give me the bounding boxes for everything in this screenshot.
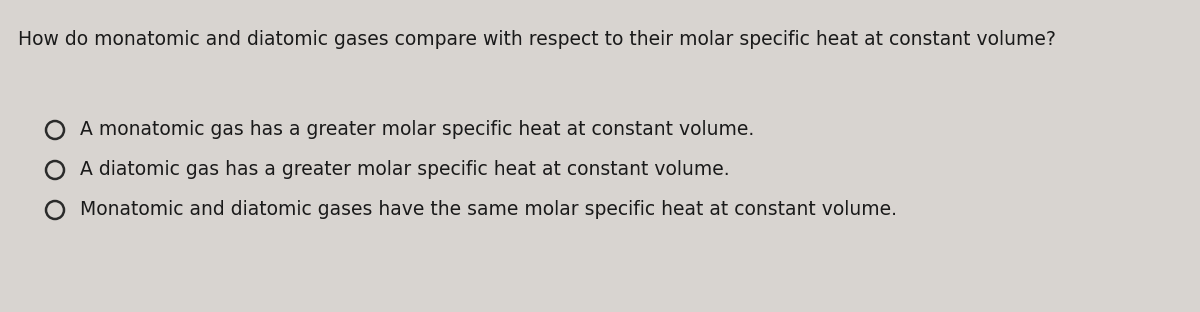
- Text: How do monatomic and diatomic gases compare with respect to their molar specific: How do monatomic and diatomic gases comp…: [18, 30, 1056, 49]
- Text: Monatomic and diatomic gases have the same molar specific heat at constant volum: Monatomic and diatomic gases have the sa…: [80, 200, 898, 219]
- Text: A monatomic gas has a greater molar specific heat at constant volume.: A monatomic gas has a greater molar spec…: [80, 120, 755, 139]
- Text: A diatomic gas has a greater molar specific heat at constant volume.: A diatomic gas has a greater molar speci…: [80, 160, 730, 179]
